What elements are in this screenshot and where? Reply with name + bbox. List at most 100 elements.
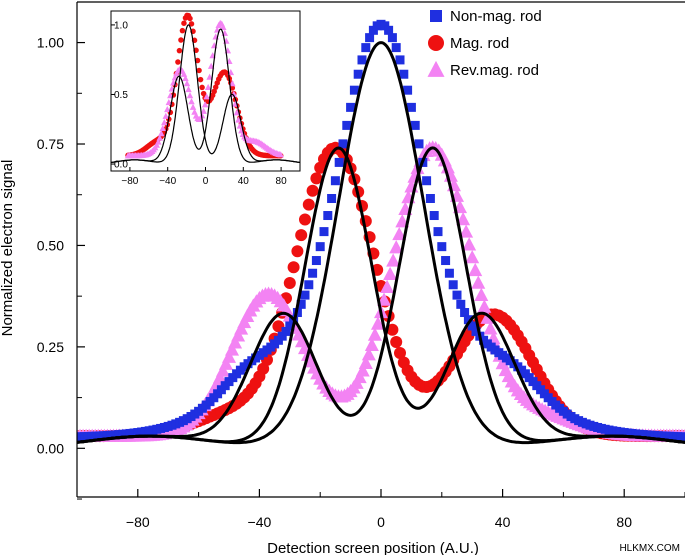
data-point xyxy=(281,326,291,336)
data-point xyxy=(225,342,240,356)
data-point xyxy=(306,184,319,197)
inset-data-point xyxy=(155,138,162,145)
inset-x-tick-label: 0 xyxy=(203,176,209,187)
inset-data-point xyxy=(203,93,210,100)
data-point xyxy=(291,245,304,258)
watermark-text: HLKMX.COM xyxy=(619,543,680,554)
data-point xyxy=(456,299,466,309)
data-point xyxy=(212,370,227,384)
inset-data-point xyxy=(182,75,189,82)
data-point xyxy=(463,315,473,325)
legend-label: Rev.mag. rod xyxy=(450,62,539,79)
legend-marker xyxy=(428,35,444,51)
data-point xyxy=(444,268,454,278)
legend-marker xyxy=(427,60,445,77)
data-point xyxy=(277,331,287,341)
inset-data-point xyxy=(179,27,186,34)
inset-data-point xyxy=(161,119,168,126)
legend-label: Mag. rod xyxy=(450,35,509,52)
inset-data-point xyxy=(164,105,171,113)
data-point xyxy=(452,290,462,300)
data-point xyxy=(480,310,495,324)
y-tick-label: 0.00 xyxy=(37,440,64,456)
data-point xyxy=(370,316,385,330)
inset-data-point xyxy=(197,76,204,83)
inset-data-point xyxy=(186,92,194,99)
data-point xyxy=(364,337,379,352)
inset-data-point xyxy=(200,90,207,97)
data-point xyxy=(327,193,337,203)
x-tick-label: 80 xyxy=(616,514,632,530)
inset-data-point xyxy=(230,90,238,97)
inset-series-1 xyxy=(124,19,284,159)
inset-data-point xyxy=(175,59,181,65)
data-point xyxy=(386,253,401,267)
data-point xyxy=(383,266,398,280)
data-point xyxy=(429,211,439,221)
data-point xyxy=(358,355,373,369)
inset-data-point xyxy=(162,112,170,119)
inset-data-point xyxy=(229,80,236,87)
data-point xyxy=(460,308,470,318)
inset-data-point xyxy=(178,37,184,43)
x-tick-label: −80 xyxy=(126,514,150,530)
data-point xyxy=(283,277,296,290)
y-tick-label: 0.25 xyxy=(37,339,64,355)
inset-x-tick-label: −80 xyxy=(121,176,138,187)
data-point xyxy=(346,102,356,112)
data-point xyxy=(231,328,246,342)
inset-data-point xyxy=(206,73,213,80)
data-point xyxy=(296,299,306,309)
data-point xyxy=(456,211,471,226)
inset-frame xyxy=(110,10,301,172)
data-point xyxy=(467,321,477,331)
inset-data-point xyxy=(220,23,227,31)
data-point xyxy=(483,321,498,335)
data-point xyxy=(367,327,382,341)
legend-entry: Mag. rod xyxy=(428,35,509,52)
legend: Non-mag. rod Mag. rod Rev.mag. rod xyxy=(427,8,542,79)
data-point xyxy=(471,326,481,336)
plot-area xyxy=(77,19,685,445)
data-point xyxy=(465,250,480,264)
inset-data-point xyxy=(201,101,209,108)
data-point xyxy=(215,363,230,377)
inset-y-tick-label: 0.0 xyxy=(114,160,128,171)
data-point xyxy=(390,336,403,349)
inset-data-point xyxy=(188,98,195,105)
inset-data-point xyxy=(277,151,284,158)
data-point xyxy=(389,240,404,254)
inset-data-point xyxy=(194,57,201,64)
inset-data-point xyxy=(176,47,183,54)
inset-data-point xyxy=(183,80,191,87)
inset-x-tick-label: 40 xyxy=(238,176,250,187)
data-point xyxy=(295,229,308,242)
axes: −80 −40 0 40 800.000.250.500.751.00 xyxy=(37,1,685,530)
data-point xyxy=(361,347,376,361)
data-point xyxy=(377,292,392,306)
legend-marker xyxy=(430,10,442,22)
data-point xyxy=(448,280,458,290)
data-point xyxy=(410,120,420,130)
data-point xyxy=(218,356,233,370)
y-tick-label: 0.75 xyxy=(37,136,64,152)
data-point xyxy=(462,237,477,251)
data-point xyxy=(468,262,483,277)
inset-data-point xyxy=(200,107,207,114)
y-tick-label: 1.00 xyxy=(37,35,64,51)
data-point xyxy=(222,349,236,363)
data-point xyxy=(319,227,329,237)
inset-data-point xyxy=(196,67,202,74)
data-point xyxy=(334,157,344,167)
inset-data-point xyxy=(211,88,217,95)
inset-data-point xyxy=(204,83,212,91)
data-point xyxy=(394,346,406,359)
data-point xyxy=(300,290,310,300)
data-point xyxy=(311,256,321,266)
inset-data xyxy=(111,12,300,164)
inset-y-tick-label: 1.0 xyxy=(114,20,128,31)
data-point xyxy=(302,198,315,211)
data-point xyxy=(308,268,318,278)
data-point xyxy=(477,299,492,313)
